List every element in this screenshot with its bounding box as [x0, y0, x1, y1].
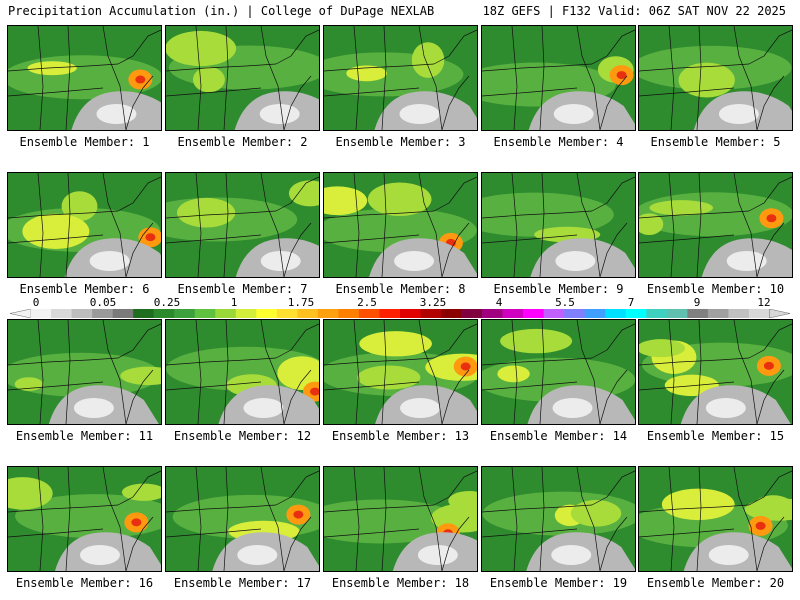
colorbar-swatch	[194, 309, 216, 318]
colorbar-tick-label: 0.25	[153, 296, 181, 309]
ensemble-member-label: Ensemble Member: 20	[646, 576, 785, 590]
colorbar-swatch	[379, 309, 401, 318]
ensemble-member-label: Ensemble Member: 7	[177, 282, 308, 296]
colorbar-swatch	[71, 309, 93, 318]
ensemble-map-panel	[7, 25, 162, 131]
colorbar-tick-label: 12	[757, 296, 771, 309]
ensemble-member-label: Ensemble Member: 8	[335, 282, 466, 296]
ensemble-map-panel	[165, 319, 320, 425]
ensemble-map-panel	[7, 172, 162, 278]
colorbar-tick-label: 3.25	[419, 296, 447, 309]
ensemble-member-label: Ensemble Member: 9	[493, 282, 624, 296]
ensemble-map-panel	[7, 319, 162, 425]
ensemble-map-panel	[481, 319, 636, 425]
colorbar-tick-label: 7	[627, 296, 635, 309]
ensemble-member-label: Ensemble Member: 3	[335, 135, 466, 149]
ensemble-map-panel	[481, 466, 636, 572]
colorbar-swatch	[153, 309, 175, 318]
ensemble-map-panel	[323, 466, 478, 572]
colorbar-swatch	[687, 309, 709, 318]
colorbar-swatch	[174, 309, 196, 318]
colorbar-tick-label: 0	[32, 296, 40, 309]
colorbar-swatch	[564, 309, 586, 318]
colorbar-swatch	[338, 309, 360, 318]
ensemble-map-panel	[323, 319, 478, 425]
colorbar: 0 0.05 0.25 1 1.75 2.5 3.25 4 5.5 7 9 12	[10, 296, 790, 320]
ensemble-member-label: Ensemble Member: 19	[489, 576, 628, 590]
colorbar-swatch	[133, 309, 154, 318]
colorbar-swatch	[420, 309, 442, 318]
ensemble-map-panel	[638, 466, 793, 572]
ensemble-member-label: Ensemble Member: 13	[331, 429, 470, 443]
colorbar-swatch	[400, 309, 421, 318]
colorbar-swatch	[728, 309, 750, 318]
ensemble-map-panel	[165, 25, 320, 131]
colorbar-swatch	[112, 309, 134, 318]
ensemble-map-panel	[323, 172, 478, 278]
ensemble-member-label: Ensemble Member: 18	[331, 576, 470, 590]
colorbar-swatch	[543, 309, 565, 318]
colorbar-swatch	[584, 309, 606, 318]
ensemble-map-panel	[481, 172, 636, 278]
colorbar-swatch	[235, 309, 257, 318]
colorbar-swatch	[666, 309, 688, 318]
model-run-info: 18Z GEFS | F132 Valid: 06Z SAT NOV 22 20…	[482, 4, 786, 18]
colorbar-swatch	[51, 309, 72, 318]
ensemble-map-panel	[638, 25, 793, 131]
ensemble-member-label: Ensemble Member: 2	[177, 135, 308, 149]
colorbar-swatch	[441, 309, 462, 318]
colorbar-swatch	[625, 309, 647, 318]
ensemble-member-label: Ensemble Member: 14	[489, 429, 628, 443]
ensemble-map-panel	[165, 466, 320, 572]
colorbar-swatch	[482, 309, 503, 318]
colorbar-swatch	[523, 309, 544, 318]
colorbar-swatch	[605, 309, 627, 318]
ensemble-member-label: Ensemble Member: 10	[646, 282, 785, 296]
colorbar-swatch	[646, 309, 668, 318]
colorbar-tick-label: 9	[693, 296, 701, 309]
ensemble-map-panel	[481, 25, 636, 131]
ensemble-map-panel	[323, 25, 478, 131]
colorbar-tick-label: 4	[495, 296, 503, 309]
ensemble-member-label: Ensemble Member: 1	[19, 135, 150, 149]
colorbar-swatch	[215, 309, 237, 318]
colorbar-swatch	[358, 309, 380, 318]
ensemble-member-label: Ensemble Member: 4	[493, 135, 624, 149]
colorbar-tick-label: 1	[230, 296, 238, 309]
colorbar-swatch	[502, 309, 524, 318]
colorbar-max-arrow	[769, 309, 790, 318]
colorbar-swatch	[461, 309, 483, 318]
ensemble-member-label: Ensemble Member: 11	[15, 429, 154, 443]
colorbar-swatch	[276, 309, 298, 318]
colorbar-swatch	[256, 309, 278, 318]
colorbar-swatch	[297, 309, 319, 318]
chart-title: Precipitation Accumulation (in.) | Colle…	[8, 4, 435, 18]
colorbar-swatch	[92, 309, 113, 318]
ensemble-member-label: Ensemble Member: 12	[173, 429, 312, 443]
colorbar-tick-label: 0.05	[89, 296, 117, 309]
colorbar-tick-label: 2.5	[357, 296, 377, 309]
colorbar-swatch	[748, 309, 770, 318]
colorbar-min-arrow	[10, 309, 31, 318]
ensemble-map-panel	[165, 172, 320, 278]
colorbar-strip	[10, 309, 790, 318]
ensemble-member-label: Ensemble Member: 6	[19, 282, 150, 296]
ensemble-member-label: Ensemble Member: 5	[650, 135, 781, 149]
colorbar-swatch	[317, 309, 339, 318]
ensemble-member-label: Ensemble Member: 16	[15, 576, 154, 590]
colorbar-swatch	[707, 309, 729, 318]
colorbar-tick-label: 1.75	[287, 296, 315, 309]
ensemble-map-panel	[7, 466, 162, 572]
colorbar-swatch	[30, 309, 52, 318]
ensemble-map-panel	[638, 172, 793, 278]
ensemble-member-label: Ensemble Member: 15	[646, 429, 785, 443]
ensemble-member-label: Ensemble Member: 17	[173, 576, 312, 590]
colorbar-tick-label: 5.5	[555, 296, 575, 309]
ensemble-map-panel	[638, 319, 793, 425]
